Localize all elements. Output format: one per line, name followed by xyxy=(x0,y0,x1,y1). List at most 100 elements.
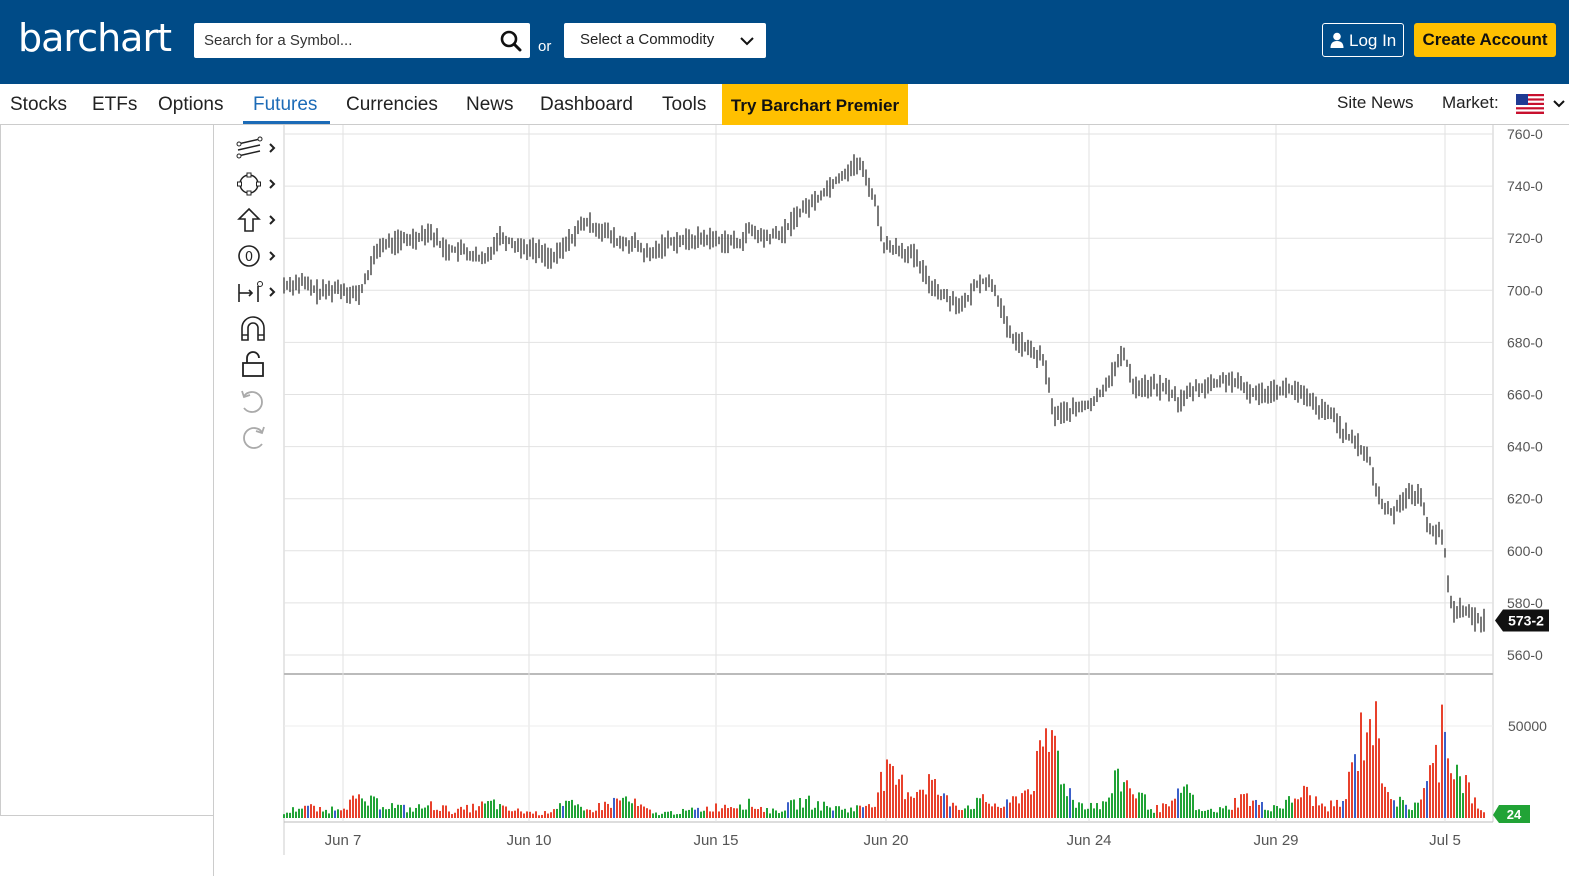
nav-futures[interactable]: Futures xyxy=(253,94,318,115)
search-icon[interactable] xyxy=(500,30,522,52)
volume-bar xyxy=(1324,806,1326,818)
nav-options[interactable]: Options xyxy=(158,94,224,115)
volume-bar xyxy=(703,810,705,818)
symbol-search-input[interactable] xyxy=(194,23,530,58)
volume-bar xyxy=(1261,801,1263,818)
volume-bar xyxy=(472,803,474,818)
volume-bar xyxy=(1192,794,1194,818)
or-label: or xyxy=(538,38,552,55)
price-tick-label: 740-0 xyxy=(1507,178,1543,194)
volume-bar xyxy=(355,798,357,818)
volume-bar xyxy=(1381,783,1383,818)
nav-currencies[interactable]: Currencies xyxy=(346,94,438,115)
shapes-icon[interactable] xyxy=(234,170,278,200)
volume-bar xyxy=(562,805,564,818)
volume-bar xyxy=(955,805,957,818)
volume-bar xyxy=(1060,784,1062,818)
volume-bar xyxy=(712,811,714,818)
volume-bar xyxy=(412,811,414,818)
volume-bar xyxy=(733,808,735,818)
volume-bar xyxy=(787,802,789,818)
volume-bar xyxy=(1477,808,1479,818)
last-volume-tag xyxy=(1493,805,1530,823)
price-series xyxy=(283,154,1485,633)
volume-bar xyxy=(1267,810,1269,818)
nav-etfs[interactable]: ETFs xyxy=(92,94,138,115)
nav-dashboard[interactable]: Dashboard xyxy=(540,94,633,115)
measure-icon[interactable] xyxy=(234,278,278,308)
lock-icon[interactable] xyxy=(234,350,278,380)
us-flag-icon[interactable] xyxy=(1516,94,1544,114)
volume-bar xyxy=(1150,809,1152,818)
volume-bar xyxy=(919,789,921,818)
undo-icon[interactable] xyxy=(234,386,278,416)
volume-bar xyxy=(475,810,477,818)
volume-bar xyxy=(727,808,729,818)
volume-bar xyxy=(1093,808,1095,818)
price-tick-label: 560-0 xyxy=(1507,647,1543,663)
volume-bar xyxy=(910,796,912,818)
volume-bar xyxy=(904,799,906,818)
volume-bar xyxy=(673,814,675,818)
volume-bar xyxy=(802,807,804,818)
price-tick-label: 760-0 xyxy=(1507,126,1543,142)
volume-bar xyxy=(1390,799,1392,818)
commodity-select[interactable]: Select a Commodity xyxy=(564,23,766,58)
volume-bar xyxy=(940,796,942,818)
volume-bar xyxy=(397,804,399,818)
create-account-button[interactable]: Create Account xyxy=(1414,23,1556,57)
volume-bar xyxy=(1444,731,1446,818)
volume-bar xyxy=(334,810,336,818)
volume-bar xyxy=(1438,782,1440,818)
volume-bar xyxy=(340,810,342,818)
volume-bar xyxy=(925,794,927,818)
volume-bar xyxy=(295,811,297,818)
volume-bar xyxy=(1129,788,1131,818)
log-in-button[interactable]: Log In xyxy=(1322,23,1404,57)
volume-bar xyxy=(310,804,312,818)
volume-bar xyxy=(682,808,684,818)
chevron-down-icon[interactable] xyxy=(738,32,756,50)
volume-bar xyxy=(409,807,411,818)
nav-stocks[interactable]: Stocks xyxy=(10,94,68,115)
site-news-link[interactable]: Site News xyxy=(1337,93,1414,112)
date-tick-label: Jun 20 xyxy=(863,832,908,849)
volume-bar xyxy=(370,795,372,818)
volume-bar xyxy=(1414,802,1416,818)
volume-bar xyxy=(361,798,363,818)
volume-bar xyxy=(394,808,396,818)
volume-bar xyxy=(1048,751,1050,818)
volume-bar xyxy=(1354,754,1356,818)
try-premier-button[interactable]: Try Barchart Premier xyxy=(722,84,908,125)
volume-bar xyxy=(1351,762,1353,818)
volume-bar xyxy=(538,815,540,818)
barchart-logo[interactable]: barchart xyxy=(18,16,172,60)
chevron-down-icon[interactable] xyxy=(1552,98,1566,110)
volume-bar xyxy=(655,812,657,818)
volume-bar xyxy=(850,807,852,818)
volume-bar xyxy=(646,808,648,818)
volume-bar xyxy=(1372,745,1374,818)
arrow-up-icon[interactable] xyxy=(234,206,278,236)
volume-bar xyxy=(484,803,486,818)
price-tick-label: 600-0 xyxy=(1507,543,1543,559)
redo-icon[interactable] xyxy=(234,422,278,452)
volume-bar xyxy=(1096,803,1098,818)
active-tab-indicator xyxy=(243,121,330,124)
nav-tools[interactable]: Tools xyxy=(662,94,707,115)
nav-news[interactable]: News xyxy=(466,94,514,115)
price-tick-label: 720-0 xyxy=(1507,230,1543,246)
magnet-icon[interactable] xyxy=(234,314,278,344)
volume-bar xyxy=(1210,808,1212,818)
trend-lines-icon[interactable] xyxy=(234,134,278,164)
top-bar: barchart or Select a Commodity Log In Cr… xyxy=(0,0,1569,84)
volume-tick-label: 50000 xyxy=(1508,718,1547,734)
volume-bar xyxy=(1282,808,1284,818)
circle-zero-icon[interactable]: 0 xyxy=(234,242,278,272)
volume-bar xyxy=(1012,796,1014,818)
volume-bar xyxy=(775,810,777,818)
volume-bar xyxy=(730,807,732,818)
volume-bar xyxy=(1471,803,1473,818)
volume-bar xyxy=(958,809,960,818)
